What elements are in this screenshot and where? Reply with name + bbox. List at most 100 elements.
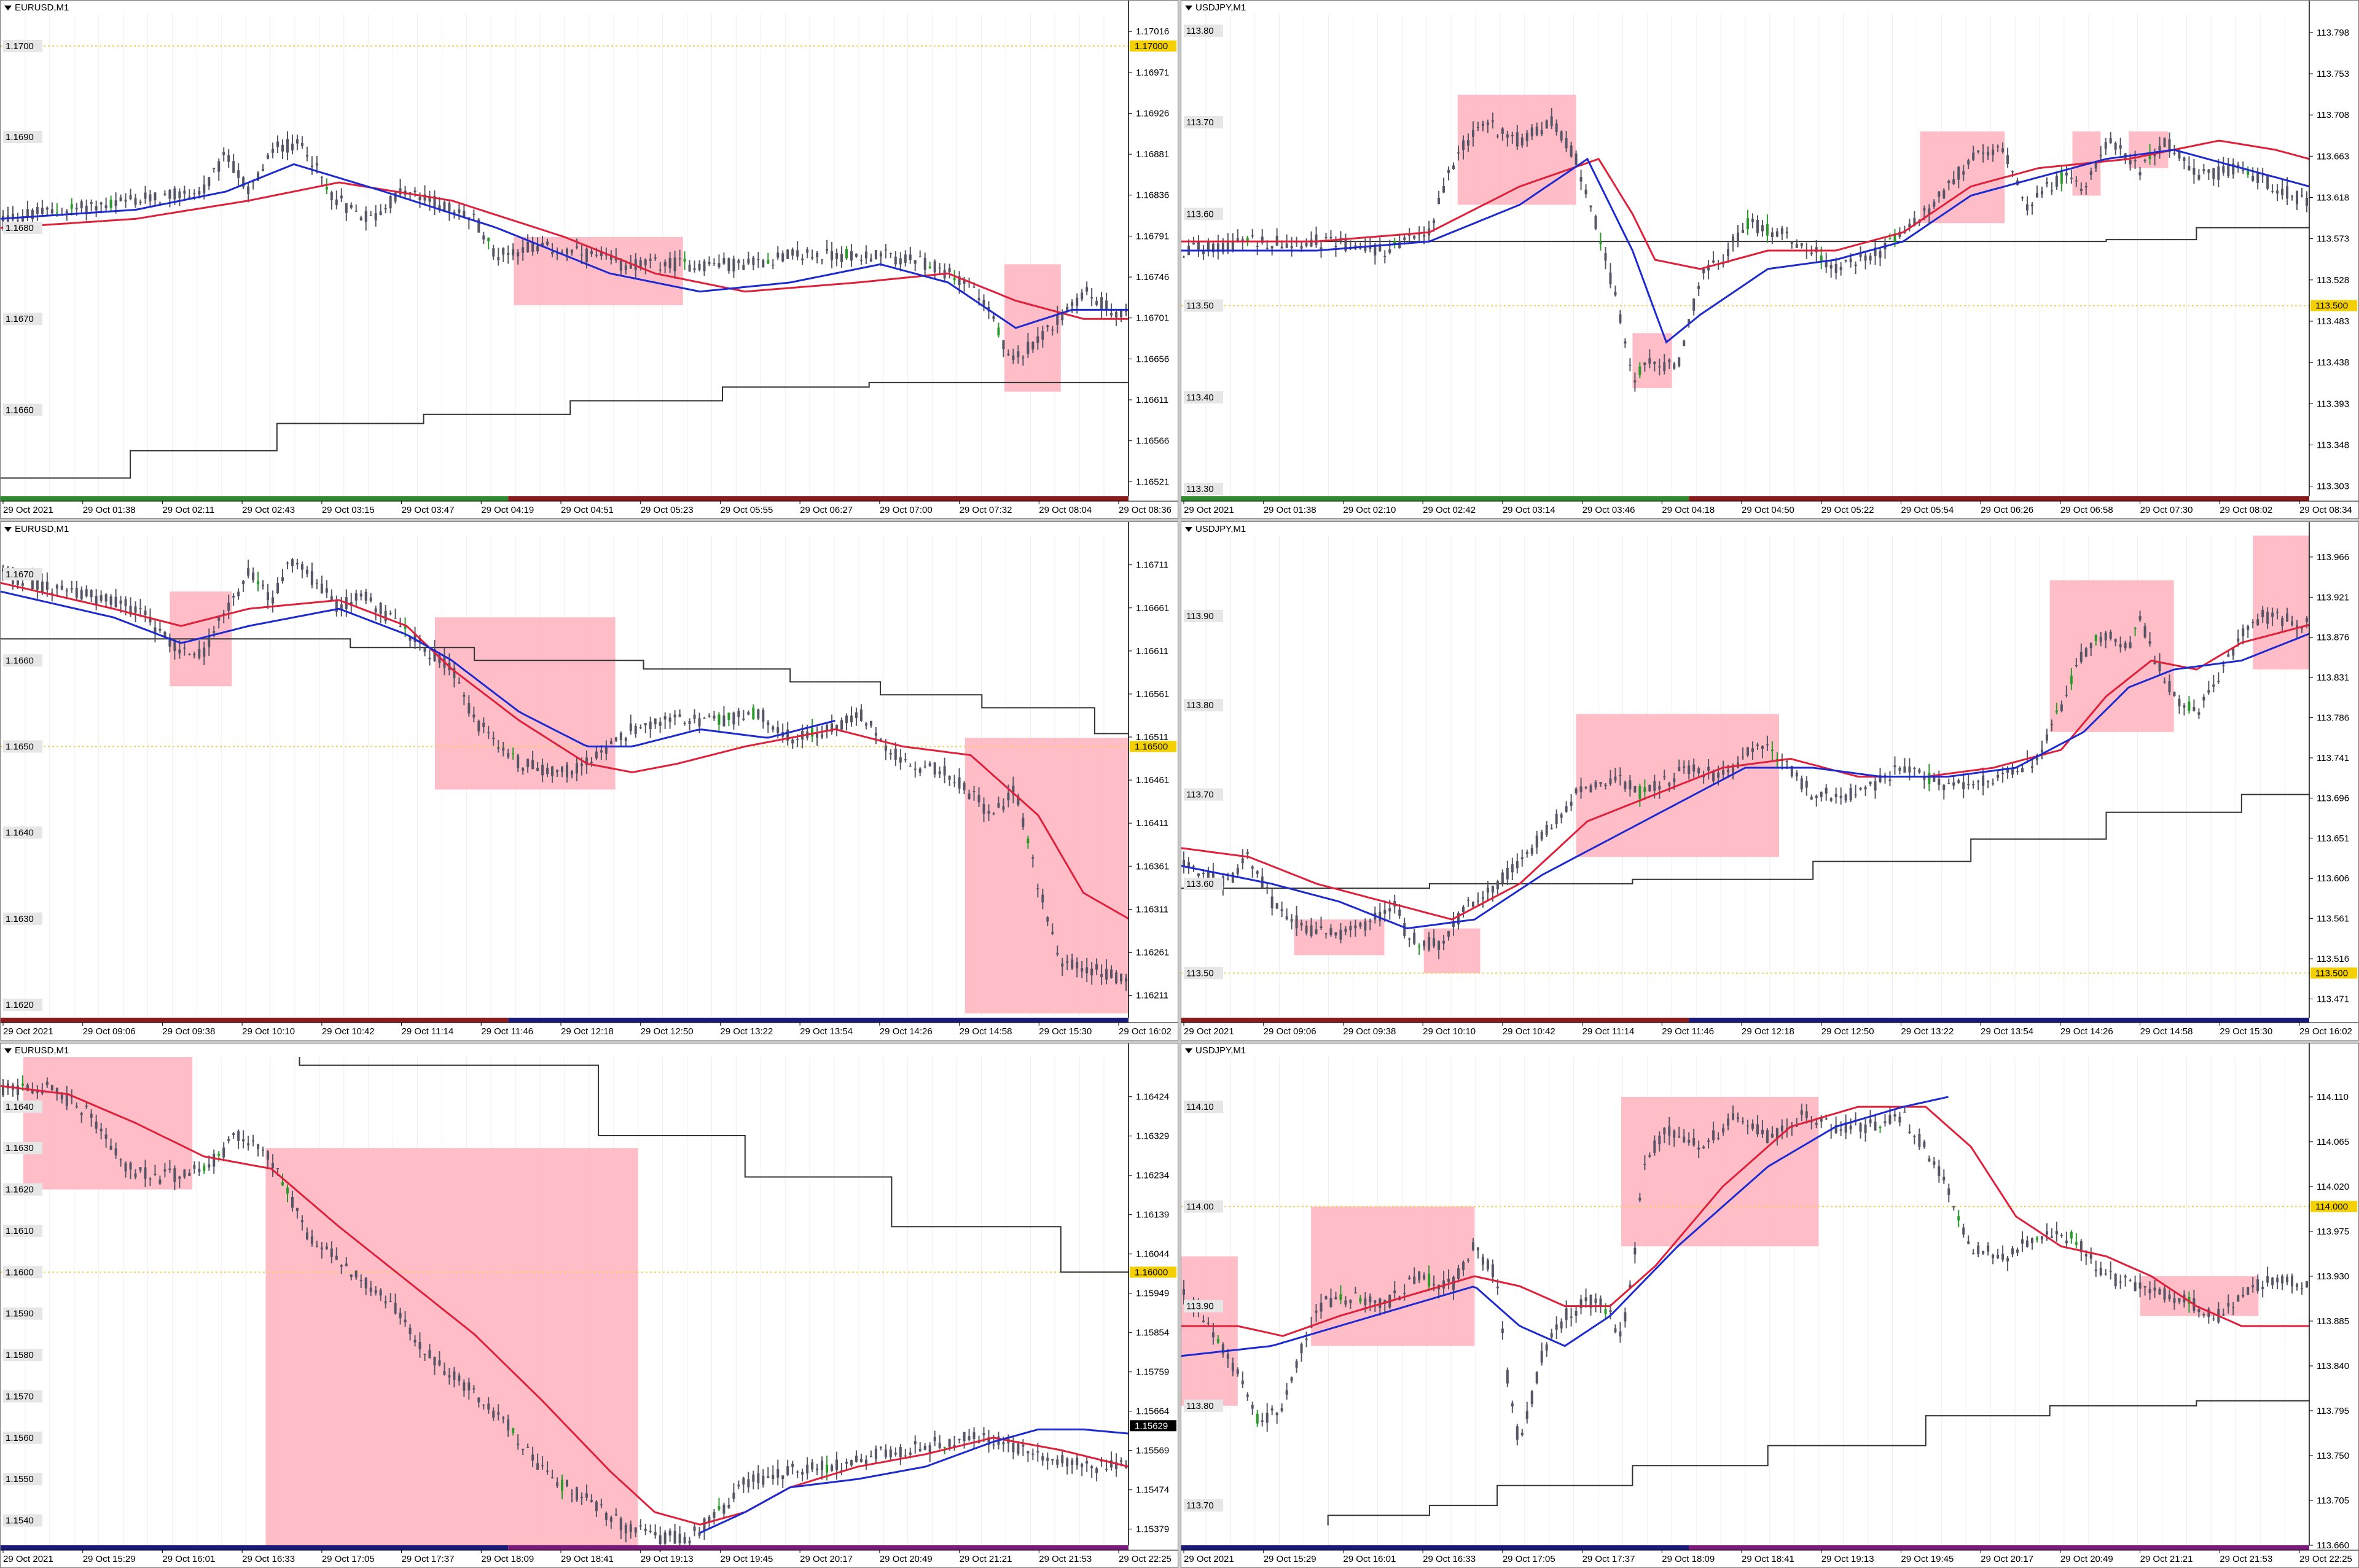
candle-body [2242,170,2245,171]
candle-body [2261,175,2264,177]
candle-body [2129,1280,2132,1282]
candle-body [1722,770,1725,775]
level-label-box [1184,208,1223,220]
candle-body [688,1540,691,1543]
candle-body [786,1466,789,1475]
candle-body [487,237,490,241]
candle-body [1957,1216,1960,1221]
candle-body [1614,1328,1617,1333]
dropdown-icon[interactable] [4,1048,12,1054]
chart-panel-eurusd-3[interactable]: 1.16424 1.16329 1.16234 1.16139 1.16044 1.159… [0,1043,1178,1568]
candle-body [663,716,667,720]
time-tick-label: 29 Oct 14:58 [960,1026,1012,1037]
step-line [1,638,1129,735]
candle-body [198,1168,201,1172]
candle-body [1795,1125,1798,1127]
time-tick-label: 29 Oct 14:26 [2060,1026,2113,1037]
dropdown-icon[interactable] [1185,527,1192,532]
candle-body [1751,219,1754,222]
time-tick-label: 29 Oct 15:30 [2220,1026,2272,1037]
candle-body [1737,1117,1740,1119]
dropdown-icon[interactable] [4,6,12,11]
chart-panel-usdjpy-2[interactable]: 113.966 113.921 113.876 113.831 113.786 113.7… [1181,521,2359,1040]
candle-body [1653,781,1656,791]
candle-body [502,747,505,751]
level-label-box [3,1473,42,1486]
price-tick-label: 113.483 [2317,316,2349,327]
time-tick-label: 29 Oct 20:49 [2060,1554,2113,1564]
candle-body [1815,1123,1818,1125]
candle-body [1027,1451,1030,1454]
candle-body [913,1441,917,1445]
candle-body [551,766,554,776]
candle-body [242,1139,245,1142]
candle-body [2247,1287,2250,1295]
candle-body [1017,1443,1020,1454]
price-tick-label: 1.16661 [1136,603,1169,614]
candle-body [276,141,280,147]
candle-body [2251,1285,2255,1288]
candle-body [561,1480,564,1491]
time-tick-label: 29 Oct 03:47 [402,505,455,515]
candle-body [2050,724,2053,725]
candle-body [340,195,343,199]
candle-body [134,198,137,205]
moving-average-red [1,181,1129,320]
candle-body [752,1474,755,1482]
chart-canvas: 1.170161.169711.169261.168811.168361.167… [1,1,1178,515]
time-tick-label: 29 Oct 18:41 [1742,1554,1794,1564]
candle-body [1992,149,1995,155]
candle-body [354,593,358,601]
strip-segment [508,1018,1129,1023]
candle-body [463,695,466,697]
level-label: 113.70 [1186,1500,1214,1511]
candle-body [1211,1332,1215,1338]
candle-body [213,1153,216,1167]
candle-body [639,1525,642,1527]
chart-panel-usdjpy-1[interactable]: 113.798 113.753 113.708 113.663 113.618 113.5… [1181,0,2359,519]
chart-title: EURUSD,M1 [4,2,69,13]
candle-body [213,168,216,170]
candle-body [1530,1391,1533,1404]
candle-body [649,721,652,730]
chart-panel-usdjpy-3[interactable]: 114.110 114.065 114.020 113.975 113.930 113.8… [1181,1043,2359,1568]
candle-body [1076,962,1079,969]
level-label: 1.1670 [6,314,34,324]
candle-body [953,1445,956,1447]
candle-body [330,1248,333,1257]
candle-body [1364,246,1367,251]
candle-body [1839,267,1842,270]
candle-body [1678,766,1681,771]
strip-segment [1,1018,509,1023]
chart-panel-eurusd-1[interactable]: 1.17016 1.16971 1.16926 1.16881 1.16836 1.167… [0,0,1178,519]
time-tick-label: 29 Oct 05:54 [1901,505,1954,515]
time-tick-label: 29 Oct 22:25 [2299,1554,2352,1564]
candle-body [713,263,716,264]
candle-body [359,593,362,597]
candle-body [600,750,603,753]
candle-body [1775,231,1778,237]
candle-body [2114,1274,2117,1287]
candle-body [1957,166,1960,180]
time-tick-label: 29 Oct 01:38 [1264,505,1316,515]
price-tick-label: 1.16971 [1136,68,1169,78]
time-tick-label: 29 Oct 06:26 [1981,505,2033,515]
candle-body [1570,802,1573,806]
chart-panel-eurusd-2[interactable]: 1.16711 1.16661 1.16611 1.16561 1.16511 1.164… [0,521,1178,1040]
candle-body [1207,241,1210,252]
dropdown-icon[interactable] [4,527,12,532]
candle-body [252,572,255,580]
dropdown-icon[interactable] [1185,1048,1192,1054]
candle-body [884,745,887,751]
candle-body [1938,191,1941,197]
candle-body [1221,1344,1224,1354]
candle-body [786,729,789,741]
dropdown-icon[interactable] [1185,6,1192,11]
candle-body [923,1445,926,1450]
candle-body [2006,155,2009,165]
candle-body [75,1106,78,1107]
candle-body [1599,782,1602,784]
candle-body [1305,1338,1308,1340]
candle-body [1844,1122,1847,1133]
candle-body [1447,931,1450,937]
